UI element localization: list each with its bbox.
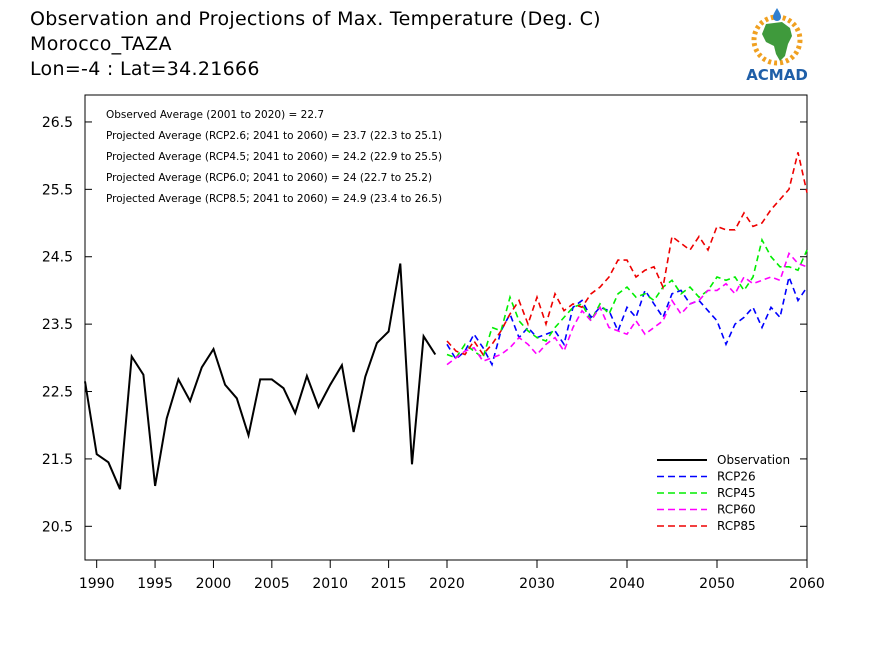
legend-label: RCP45 xyxy=(717,486,756,500)
legend: Observation RCP26 RCP45 RCP60 RCP85 xyxy=(657,453,790,533)
x-tick-label: 1995 xyxy=(137,576,173,592)
annotation-line: Projected Average (RCP8.5; 2041 to 2060)… xyxy=(106,193,442,205)
y-tick-label: 25.5 xyxy=(42,182,73,198)
coordinates-label: Lon=-4 : Lat=34.21666 xyxy=(30,58,260,80)
plot-area xyxy=(84,94,808,561)
annotations: Observed Average (2001 to 2020) = 22.7 Pr… xyxy=(106,109,442,205)
y-tick-label: 23.5 xyxy=(42,317,73,333)
annotation-line: Projected Average (RCP4.5; 2041 to 2060)… xyxy=(106,151,442,163)
series-line-rcp60 xyxy=(446,251,808,366)
series-line-rcp45 xyxy=(446,237,808,360)
africa-map-sun-icon xyxy=(751,8,803,66)
y-tick-label: 26.5 xyxy=(42,115,73,131)
x-tick-label: 2060 xyxy=(789,576,825,592)
chart-title: Observation and Projections of Max. Temp… xyxy=(30,8,601,30)
x-tick-label: 2010 xyxy=(312,576,348,592)
series-line-observation xyxy=(84,263,437,490)
y-tick-label: 20.5 xyxy=(42,519,73,535)
legend-label: Observation xyxy=(717,453,790,467)
series-layer xyxy=(84,152,808,490)
annotation-line: Projected Average (RCP2.6; 2041 to 2060)… xyxy=(106,130,442,142)
x-axis: 1990 1995 2000 2005 2010 2015 2020 2030 2040 2050… xyxy=(79,560,825,592)
series-line-rcp26 xyxy=(446,274,808,367)
x-tick-label: 2020 xyxy=(429,576,465,592)
legend-label: RCP26 xyxy=(717,470,756,484)
x-tick-label: 2040 xyxy=(609,576,645,592)
x-tick-label: 1990 xyxy=(79,576,115,592)
y-tick-label: 22.5 xyxy=(42,385,73,401)
y-tick-label: 21.5 xyxy=(42,452,73,468)
annotation-line: Projected Average (RCP6.0; 2041 to 2060)… xyxy=(106,172,432,184)
acmad-logo: ACMAD xyxy=(746,8,808,84)
x-tick-label: 2050 xyxy=(699,576,735,592)
series-line-rcp85 xyxy=(446,152,808,356)
legend-label: RCP85 xyxy=(717,519,756,533)
x-tick-label: 2000 xyxy=(196,576,232,592)
annotation-line: Observed Average (2001 to 2020) = 22.7 xyxy=(106,109,324,121)
y-tick-label: 24.5 xyxy=(42,250,73,266)
x-tick-label: 2005 xyxy=(254,576,290,592)
x-tick-label: 2030 xyxy=(519,576,555,592)
x-tick-label: 2015 xyxy=(371,576,407,592)
logo-text: ACMAD xyxy=(746,66,808,84)
location-name: Morocco_TAZA xyxy=(30,33,172,55)
y-axis: 20.5 21.5 22.5 23.5 24.5 25.5 26.5 xyxy=(42,115,807,535)
legend-label: RCP60 xyxy=(717,503,756,517)
